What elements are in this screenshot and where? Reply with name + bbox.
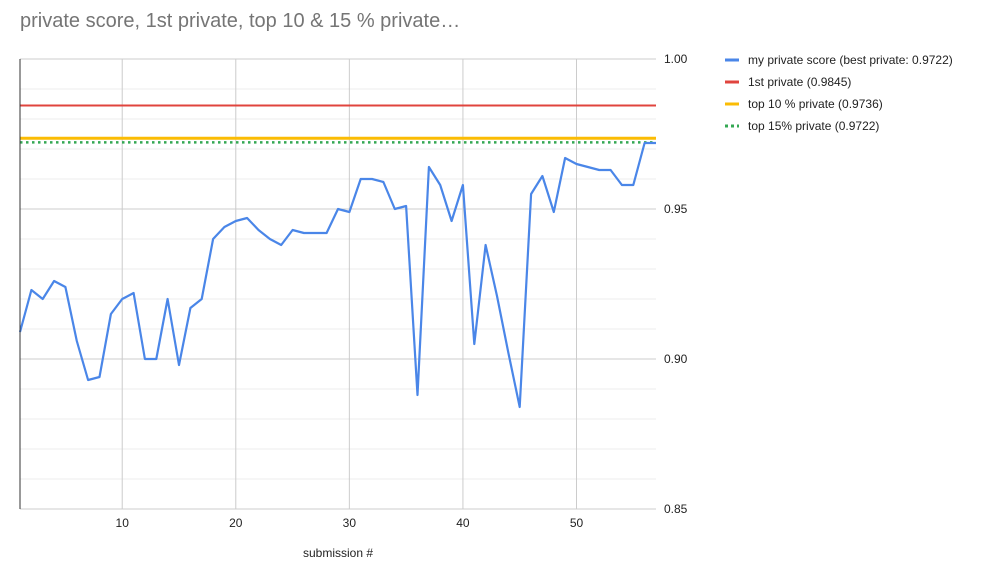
legend-item: top 10 % private (0.9736): [725, 97, 883, 111]
legend-label: my private score (best private: 0.9722): [748, 53, 953, 67]
legend-item: top 15% private (0.9722): [725, 119, 879, 133]
series-lines: [18, 141, 656, 409]
legend-item: my private score (best private: 0.9722): [725, 53, 953, 67]
chart-title: private score, 1st private, top 10 & 15 …: [20, 10, 461, 32]
x-tick-labels: 10 20 30 40 50: [116, 516, 584, 530]
legend: my private score (best private: 0.9722) 1…: [725, 53, 953, 133]
y-tick-label: 0.90: [664, 352, 688, 366]
x-tick-label: 40: [456, 516, 470, 530]
x-tick-label: 20: [229, 516, 243, 530]
minor-gridlines: [20, 88, 656, 480]
x-tick-label: 10: [116, 516, 130, 530]
y-tick-label: 1.00: [664, 52, 688, 66]
legend-label: 1st private (0.9845): [748, 75, 851, 89]
legend-item: 1st private (0.9845): [725, 75, 851, 89]
reference-lines: [20, 104, 656, 144]
y-tick-labels: 0.85 0.90 0.95 1.00: [664, 52, 688, 516]
legend-label: top 15% private (0.9722): [748, 119, 879, 133]
legend-label: top 10 % private (0.9736): [748, 97, 883, 111]
y-tick-label: 0.95: [664, 202, 688, 216]
x-tick-label: 30: [343, 516, 357, 530]
major-gridlines: [20, 58, 656, 510]
x-axis-title: submission #: [303, 546, 373, 560]
y-tick-label: 0.85: [664, 502, 688, 516]
series-line: [18, 141, 656, 409]
x-tick-label: 50: [570, 516, 584, 530]
